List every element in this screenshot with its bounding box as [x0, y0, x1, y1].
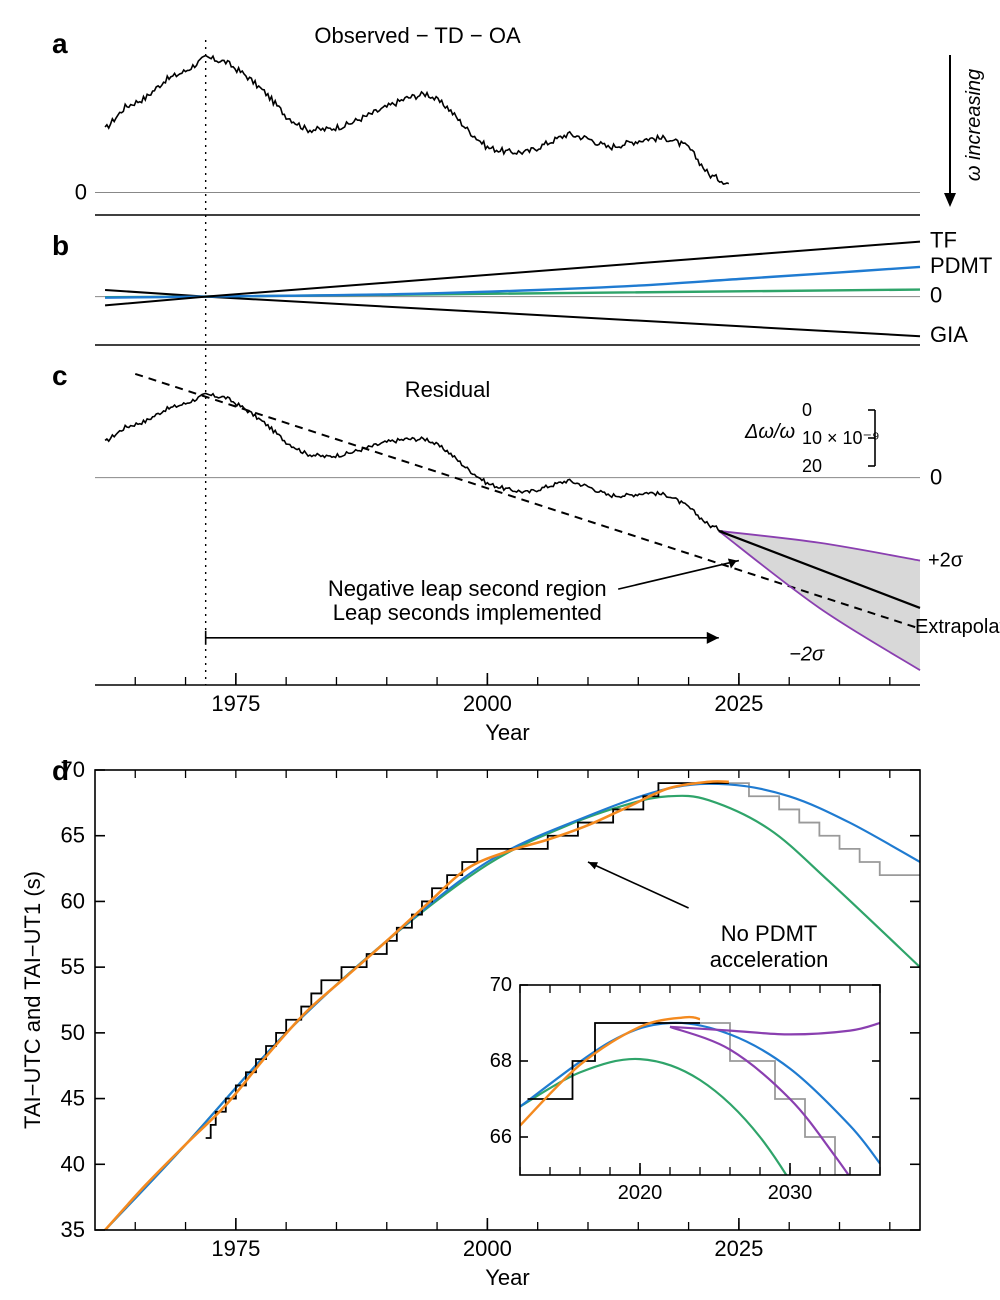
panel-c-plus2sigma-label: +2σ — [928, 550, 964, 572]
panel-c-signal — [105, 393, 724, 533]
inset-ytick-70: 70 — [490, 974, 512, 996]
panel-a-zero-label: 0 — [75, 180, 87, 205]
panel-d-arrow — [588, 862, 689, 908]
panel-c-zero-label: 0 — [930, 465, 942, 490]
panel-d-annotation-1: acceleration — [710, 947, 829, 972]
panel-b-label: b — [52, 230, 69, 261]
panel-d-xtick-2000: 2000 — [463, 1236, 512, 1261]
panel-c-note1: Negative leap second region — [328, 576, 607, 601]
panel-c-note2: Leap seconds implemented — [333, 600, 602, 625]
panel-a-label: a — [52, 28, 68, 59]
panel-d-xlabel: Year — [485, 1265, 529, 1290]
panel-d-ytick-70: 70 — [61, 757, 85, 782]
panel-d-xtick-2025: 2025 — [714, 1236, 763, 1261]
panel-d-annotation-0: No PDMT — [721, 921, 818, 946]
panel-c: c 0 Residual Δω/ω 0 10 × 10⁻⁹ 20 Negative leap … — [52, 360, 1000, 745]
panel-c-scale-tick-2: 20 — [802, 456, 822, 476]
panel-a-signal — [105, 56, 729, 185]
panel-c-xtick-2025: 2025 — [714, 691, 763, 716]
panel-b-tf-label: TF — [930, 228, 957, 253]
panel-d-ytick-55: 55 — [61, 954, 85, 979]
panel-c-arrow1 — [618, 561, 739, 590]
omega-arrowhead — [944, 193, 956, 207]
panel-c-minus2sigma-label: −2σ — [789, 644, 825, 666]
panel-a-title: Observed − TD − OA — [314, 23, 521, 48]
inset-ytick-66: 66 — [490, 1126, 512, 1148]
panel-d-ytick-35: 35 — [61, 1217, 85, 1242]
panel-b-gia-label: GIA — [930, 322, 968, 347]
panel-d-ylabel: TAI−UTC and TAI−UT1 (s) — [20, 871, 45, 1129]
panel-b-tf — [105, 242, 920, 306]
panel-d-ytick-40: 40 — [61, 1151, 85, 1176]
figure: a 0 Observed − TD − OA ω increasing b TFPDMT 0… — [0, 0, 1000, 1300]
inset-xtick-2020: 2020 — [618, 1182, 663, 1204]
panel-d-ytick-65: 65 — [61, 823, 85, 848]
panel-d-ytick-45: 45 — [61, 1086, 85, 1111]
panel-c-title: Residual — [405, 377, 491, 402]
panel-c-xtick-1975: 1975 — [211, 691, 260, 716]
panel-c-xtick-2000: 2000 — [463, 691, 512, 716]
panel-c-scale-label: Δω/ω — [744, 421, 795, 443]
panel-c-xlabel: Year — [485, 720, 529, 745]
panel-d-xtick-1975: 1975 — [211, 1236, 260, 1261]
inset-ytick-68: 68 — [490, 1050, 512, 1072]
panel-c-scale-tick-1: 10 × 10⁻⁹ — [802, 428, 880, 448]
panel-d-ytick-60: 60 — [61, 888, 85, 913]
panel-b: b TFPDMT 0 GIA — [52, 228, 992, 348]
panel-d-ytick-50: 50 — [61, 1020, 85, 1045]
omega-increasing-label: ω increasing — [963, 69, 985, 181]
panel-c-extrapolated-label: Extrapolated — [915, 616, 1000, 638]
panel-b-pdmt-label: PDMT — [930, 253, 992, 278]
panel-d: d197520002025Year3540455055606570TAI−UTC… — [20, 755, 920, 1300]
panel-a: a 0 Observed − TD − OA ω increasing — [52, 23, 985, 215]
panel-c-scale-tick-0: 0 — [802, 400, 812, 420]
panel-c-label: c — [52, 360, 68, 391]
panel-b-zero-label: 0 — [930, 283, 942, 308]
inset-xtick-2030: 2030 — [768, 1182, 813, 1204]
